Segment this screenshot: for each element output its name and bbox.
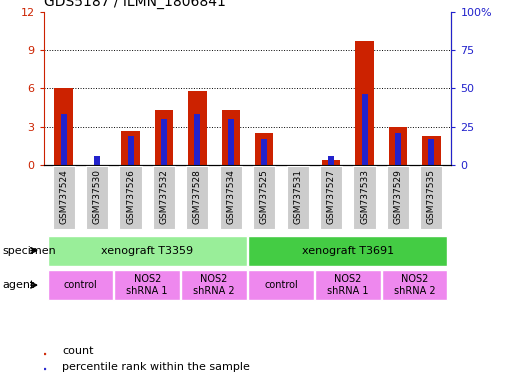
Text: GSM737533: GSM737533 (360, 169, 369, 224)
FancyBboxPatch shape (353, 166, 376, 229)
Bar (94, 156, 100, 165)
Text: GSM737527: GSM737527 (327, 169, 336, 224)
Bar (322, 160, 340, 165)
Text: count: count (62, 346, 93, 356)
Bar (255, 133, 273, 165)
Text: agent: agent (3, 280, 35, 290)
FancyBboxPatch shape (248, 235, 447, 266)
FancyBboxPatch shape (48, 235, 247, 266)
Bar (362, 94, 367, 165)
Text: GDS5187 / ILMN_1806841: GDS5187 / ILMN_1806841 (44, 0, 226, 9)
Bar (328, 156, 334, 165)
Bar (122, 131, 140, 165)
Bar (44, 353, 45, 354)
Text: GSM737532: GSM737532 (160, 169, 168, 224)
Bar (155, 110, 173, 165)
Bar (261, 139, 267, 165)
FancyBboxPatch shape (220, 166, 242, 229)
Bar (188, 91, 207, 165)
FancyBboxPatch shape (181, 270, 247, 300)
FancyBboxPatch shape (53, 166, 75, 229)
Bar (228, 119, 234, 165)
Bar (356, 41, 373, 165)
Text: NOS2
shRNA 1: NOS2 shRNA 1 (327, 274, 368, 296)
Text: GSM737535: GSM737535 (427, 169, 436, 224)
Bar (44, 368, 45, 369)
Text: NOS2
shRNA 2: NOS2 shRNA 2 (193, 274, 235, 296)
Text: GSM737525: GSM737525 (260, 169, 269, 224)
Bar (428, 139, 435, 165)
Text: GSM737528: GSM737528 (193, 169, 202, 224)
Text: control: control (264, 280, 298, 290)
Bar (54, 88, 73, 165)
FancyBboxPatch shape (420, 166, 442, 229)
Text: GSM737524: GSM737524 (59, 169, 68, 224)
FancyBboxPatch shape (287, 166, 309, 229)
Text: xenograft T3691: xenograft T3691 (302, 245, 394, 256)
FancyBboxPatch shape (253, 166, 275, 229)
Text: GSM737526: GSM737526 (126, 169, 135, 224)
Text: control: control (64, 280, 97, 290)
FancyBboxPatch shape (315, 270, 381, 300)
Text: NOS2
shRNA 1: NOS2 shRNA 1 (127, 274, 168, 296)
Text: GSM737529: GSM737529 (393, 169, 403, 224)
Text: percentile rank within the sample: percentile rank within the sample (62, 362, 250, 372)
FancyBboxPatch shape (48, 270, 113, 300)
Text: GSM737534: GSM737534 (226, 169, 235, 224)
Bar (128, 136, 133, 165)
FancyBboxPatch shape (86, 166, 108, 229)
Text: GSM737531: GSM737531 (293, 169, 302, 224)
FancyBboxPatch shape (382, 270, 447, 300)
FancyBboxPatch shape (248, 270, 314, 300)
Bar (61, 114, 67, 165)
FancyBboxPatch shape (186, 166, 208, 229)
Text: GSM737530: GSM737530 (92, 169, 102, 224)
FancyBboxPatch shape (114, 270, 180, 300)
FancyBboxPatch shape (387, 166, 409, 229)
FancyBboxPatch shape (120, 166, 142, 229)
Text: xenograft T3359: xenograft T3359 (101, 245, 193, 256)
Text: specimen: specimen (3, 245, 56, 256)
Bar (422, 136, 441, 165)
Bar (194, 114, 201, 165)
FancyBboxPatch shape (153, 166, 175, 229)
Bar (395, 133, 401, 165)
Bar (161, 119, 167, 165)
Bar (222, 110, 240, 165)
Bar (389, 127, 407, 165)
Text: NOS2
shRNA 2: NOS2 shRNA 2 (394, 274, 436, 296)
FancyBboxPatch shape (320, 166, 342, 229)
